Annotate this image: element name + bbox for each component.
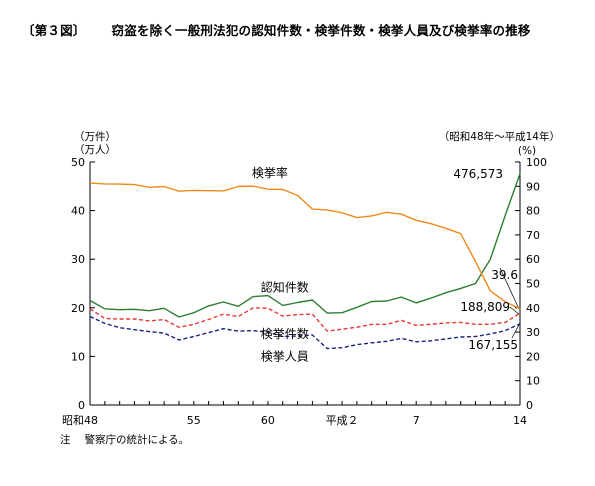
x-tick-label: 7 — [413, 414, 420, 427]
figure-number: 〔第３図〕 — [22, 23, 86, 38]
right-tick-label: 40 — [526, 302, 540, 315]
series-label-3: 検挙率 — [252, 165, 288, 180]
left-tick-label: 0 — [78, 399, 85, 412]
x-tick-label: 60 — [261, 414, 275, 427]
series-label-1: 検挙件数 — [261, 326, 309, 341]
x-tick-label: 平成２ — [326, 414, 359, 427]
left-axis-unit-1: （万件） — [74, 131, 116, 143]
series-line-3 — [89, 182, 521, 310]
right-tick-label: 50 — [526, 278, 540, 291]
series-label-0: 認知件数 — [261, 279, 309, 294]
leader-line — [511, 324, 520, 339]
end-value-label-3: 167,155 — [468, 338, 518, 352]
right-tick-label: 0 — [526, 399, 533, 412]
right-tick-label: 90 — [526, 180, 540, 193]
series-line-1 — [89, 307, 521, 332]
end-value-label-2: 188,809 — [460, 300, 510, 314]
right-tick-label: 70 — [526, 229, 540, 242]
end-value-label-0: 476,573 — [453, 167, 503, 181]
figure-title-text: 窃盗を除く一般刑法犯の認知件数・検挙件数・検挙人員及び検挙率の推移 — [111, 23, 531, 38]
x-tick-label: 昭和48 — [62, 414, 98, 427]
left-tick-label: 50 — [71, 156, 85, 169]
right-axis-unit: (%) — [518, 145, 536, 157]
leader-line — [499, 267, 519, 307]
right-tick-label: 60 — [526, 253, 540, 266]
right-tick-label: 100 — [526, 156, 547, 169]
series-line-0 — [89, 173, 521, 318]
footnote-label: 注 — [60, 434, 71, 446]
x-tick-label: 14 — [513, 414, 527, 427]
series-label-2: 検挙人員 — [261, 349, 309, 363]
left-tick-label: 20 — [71, 302, 85, 315]
leader-line — [509, 306, 520, 315]
left-tick-label: 40 — [71, 205, 85, 218]
series-line-2 — [89, 315, 521, 350]
figure-title: 〔第３図〕 窃盗を除く一般刑法犯の認知件数・検挙件数・検挙人員及び検挙率の推移 — [22, 20, 531, 39]
right-tick-label: 30 — [526, 326, 540, 339]
left-tick-label: 30 — [71, 253, 85, 266]
end-value-label-1: 39.6 — [491, 268, 518, 282]
footnote-text: 警察庁の統計による。 — [84, 434, 190, 446]
footnote: 注 警察庁の統計による。 — [60, 432, 189, 447]
period-label: （昭和48年～平成14年） — [439, 130, 560, 143]
left-tick-label: 10 — [71, 350, 85, 363]
right-tick-label: 80 — [526, 205, 540, 218]
x-tick-label: 55 — [187, 414, 201, 427]
right-tick-label: 10 — [526, 375, 540, 388]
left-axis-unit-2: （万人） — [74, 144, 116, 156]
right-tick-label: 20 — [526, 350, 540, 363]
